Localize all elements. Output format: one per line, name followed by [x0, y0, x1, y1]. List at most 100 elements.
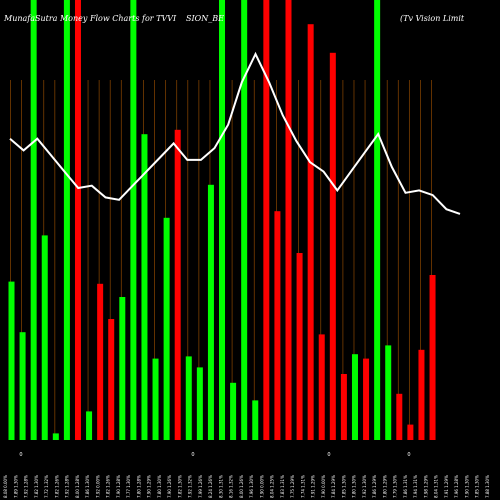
bar-inflow — [207, 184, 214, 440]
flow-line — [9, 51, 461, 215]
x-tick-label: 7.90 1.30% — [464, 475, 469, 498]
bar-outflow — [329, 52, 336, 441]
x-tick-label: 7.92 1.28% — [24, 475, 29, 498]
x-tick-label: 8.24 1.26% — [208, 475, 213, 498]
x-tick-label: 7.82 1.26% — [106, 475, 111, 498]
bar-outflow — [307, 24, 314, 440]
bar-inflow — [230, 382, 237, 440]
x-tick-label: 8.16 1.32% — [229, 475, 234, 498]
bar-outflow — [263, 0, 270, 440]
bar-outflow — [418, 349, 425, 440]
bar-outflow — [174, 129, 181, 441]
bar-inflow — [30, 0, 37, 440]
chart-title-part-1: MunafaSutra Money Flow Charts for TVVI — [3, 14, 177, 23]
x-axis-labels: 8.08 0.00% 7.89 1.30% 7.92 1.28% 7.82 1.30%… — [3, 475, 490, 498]
x-tick-label: 7.80 1.29% — [382, 475, 387, 498]
x-tick-label: 7.83 1.31% — [280, 475, 285, 498]
bar-outflow — [396, 393, 403, 440]
bar-inflow — [86, 411, 93, 440]
bar-inflow — [252, 400, 259, 440]
x-tick-label: 7.90 1.26% — [167, 475, 172, 498]
x-tick-label: 7.90 1.28% — [116, 475, 121, 498]
x-tick-label: 7.90 0.00% — [321, 475, 326, 498]
x-tick-label: 7.92 0.00% — [95, 475, 100, 498]
x-tick-label: 7.79 1.30% — [393, 475, 398, 498]
bar-inflow — [385, 345, 392, 440]
x-tick-label: 7.91 1.29% — [444, 475, 449, 498]
bar-inflow — [163, 217, 170, 440]
bar-inflow — [19, 332, 26, 440]
x-tick-label: 7.75 1.29% — [290, 475, 295, 498]
bar-inflow — [351, 354, 358, 440]
x-tick-label: 7.92 1.32% — [188, 475, 193, 498]
x-tick-label: 7.91 1.29% — [311, 475, 316, 498]
x-tick-label: 7.86 1.29% — [372, 475, 377, 498]
x-tick-label: 7.77 1.30% — [126, 475, 131, 498]
marker-labels: 0 0 0 0 — [19, 452, 410, 458]
chart-title-group: MunafaSutra Money Flow Charts for TVVI S… — [3, 14, 465, 23]
x-tick-label: 7.92 1.30% — [362, 475, 367, 498]
x-tick-label: 7.80 1.30% — [157, 475, 162, 498]
x-tick-label: 7.88 1.30% — [485, 475, 490, 498]
bar-inflow — [374, 0, 381, 440]
bar-series — [8, 0, 436, 441]
x-tick-label: 7.86 1.30% — [85, 475, 90, 498]
bar-inflow — [41, 235, 48, 440]
x-tick-label: 8.04 1.25% — [270, 475, 275, 498]
bar-outflow — [74, 0, 81, 440]
bar-outflow — [274, 211, 281, 440]
axis-marker: 0 — [19, 452, 22, 458]
bar-outflow — [108, 319, 115, 440]
x-tick-label: 7.80 1.28% — [136, 475, 141, 498]
x-tick-label: 7.74 1.31% — [300, 475, 305, 498]
x-tick-label: 8.04 1.31% — [434, 475, 439, 498]
x-tick-label: 7.90 1.29% — [147, 475, 152, 498]
x-tick-label: 7.85 1.30% — [341, 475, 346, 498]
x-tick-label: 7.98 1.29% — [423, 475, 428, 498]
x-tick-label: 7.92 1.28% — [65, 475, 70, 498]
bar-inflow — [119, 297, 126, 440]
flow-line-series — [9, 51, 461, 215]
x-tick-label: 7.82 1.30% — [34, 475, 39, 498]
x-tick-label: 7.86 1.31% — [403, 475, 408, 498]
bar-inflow — [152, 358, 159, 440]
axis-marker: 0 — [191, 452, 194, 458]
bar-inflow — [130, 0, 137, 440]
x-tick-label: 7.89 1.30% — [13, 475, 18, 498]
bar-inflow — [185, 356, 192, 440]
axis-marker: 0 — [327, 452, 330, 458]
bar-outflow — [296, 253, 303, 440]
x-tick-label: 8.08 0.00% — [3, 475, 8, 498]
x-tick-label: 7.99 1.26% — [198, 475, 203, 498]
bar-outflow — [340, 374, 347, 440]
bar-inflow — [63, 0, 70, 440]
bar-inflow — [8, 281, 15, 440]
axis-marker: 0 — [407, 452, 410, 458]
bar-outflow — [318, 334, 325, 440]
bar-outflow — [285, 0, 292, 440]
bar-inflow — [219, 0, 226, 440]
x-tick-label: 7.96 1.30% — [249, 475, 254, 498]
bar-outflow — [363, 358, 370, 440]
x-tick-label: 7.94 1.31% — [413, 475, 418, 498]
x-tick-label: 7.84 1.29% — [331, 475, 336, 498]
x-tick-label: 7.72 1.32% — [44, 475, 49, 498]
chart-title-part-2: SION_BE — [186, 14, 224, 23]
bar-inflow — [52, 433, 59, 440]
x-tick-label: 7.85 1.30% — [475, 475, 480, 498]
x-tick-label: 7.90 0.00% — [259, 475, 264, 498]
bar-outflow — [407, 424, 414, 440]
chart-title-part-3: (Tv Vision Limit — [400, 14, 465, 23]
x-tick-label: 7.82 1.26% — [54, 475, 59, 498]
x-tick-label: 7.80 1.30% — [352, 475, 357, 498]
bar-outflow — [97, 283, 104, 440]
x-tick-label: 7.82 1.30% — [177, 475, 182, 498]
bar-inflow — [141, 134, 148, 440]
bar-inflow — [196, 367, 203, 440]
bar-outflow — [429, 275, 436, 440]
bar-inflow — [241, 0, 248, 440]
x-tick-label: 7.96 1.28% — [454, 475, 459, 498]
x-tick-label: 8.00 1.28% — [75, 475, 80, 498]
x-tick-label: 8.30 1.31% — [218, 475, 223, 498]
